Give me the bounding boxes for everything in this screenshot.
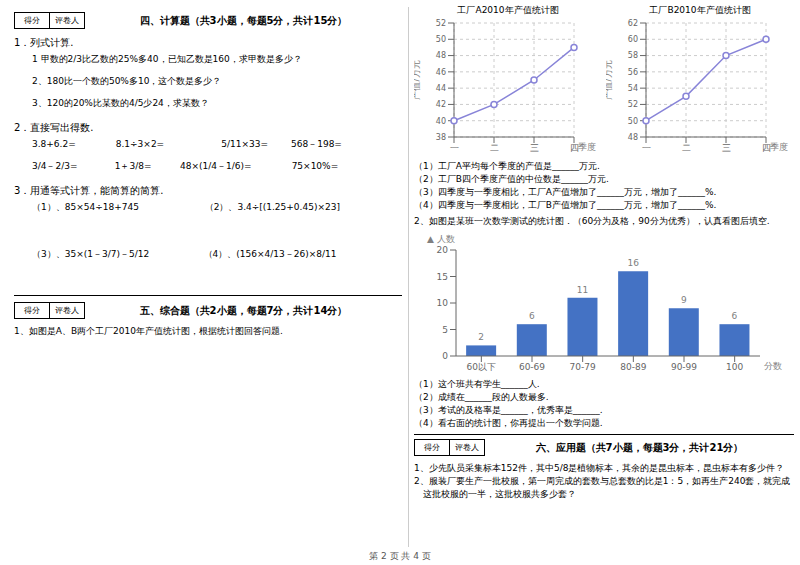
html-text:1．列式计算.: 1．列式计算. (14, 37, 74, 48)
svg-text:一: 一 (450, 143, 459, 153)
svg-text:季度: 季度 (770, 142, 788, 152)
svg-text:40: 40 (436, 117, 446, 126)
svg-text:62: 62 (628, 19, 638, 28)
svg-text:一: 一 (642, 143, 651, 153)
svg-text:50: 50 (628, 117, 638, 126)
html-text:这批校服的一半，这批校服共多少套？: 这批校服的一半，这批校服共多少套？ (414, 489, 576, 499)
html-text:（1）工厂A平均每个季度的产值是______万元.: （1）工厂A平均每个季度的产值是______万元. (414, 161, 600, 171)
svg-text:70-79: 70-79 (570, 362, 596, 372)
html-text:五、综合题（共2小题，每题7分，共计14分）: 五、综合题（共2小题，每题7分，共计14分） (139, 304, 348, 316)
svg-text:三: 三 (530, 143, 539, 153)
svg-text:52: 52 (436, 19, 446, 28)
html-text:工厂A2010年产值统计图: 工厂A2010年产值统计图 (457, 5, 559, 15)
svg-text:38: 38 (436, 133, 446, 142)
svg-text:季度: 季度 (578, 142, 596, 152)
html-text:得分: 得分 (24, 306, 40, 315)
svg-text:0: 0 (442, 351, 448, 361)
html-text:（3）考试的及格率是______，优秀率是______.: （3）考试的及格率是______，优秀率是______. (414, 405, 603, 415)
svg-text:46: 46 (436, 68, 446, 77)
svg-text:58: 58 (628, 51, 638, 60)
svg-text:48: 48 (436, 51, 446, 60)
svg-text:48: 48 (628, 133, 638, 142)
html-text:3．用通等式计算，能简算的简算.: 3．用通等式计算，能简算的简算. (14, 185, 164, 196)
html-text:（3）、35×(1－3/7)－5/12 （4）、(156×4: （3）、35×(1－3/7)－5/12 （4）、(156×4/13－26)×8/… (32, 249, 337, 259)
svg-text:10: 10 (437, 298, 449, 308)
svg-text:6: 6 (732, 311, 738, 321)
html-text:（1）、85×54÷18+745 （2）、3.4÷[(1.2: （1）、85×54÷18+745 （2）、3.4÷[(1.25+0.45)×23… (32, 202, 340, 212)
svg-text:三: 三 (722, 143, 731, 153)
svg-text:42: 42 (436, 100, 446, 109)
svg-text:60: 60 (628, 35, 638, 44)
html-text:3、120的20%比某数的4/5少24，求某数？: 3、120的20%比某数的4/5少24，求某数？ (32, 98, 209, 108)
html-text:六、应用题（共7小题，每题3分，共计21分）: 六、应用题（共7小题，每题3分，共计21分） (535, 441, 744, 453)
svg-text:11: 11 (577, 285, 588, 295)
html-text:2、服装厂要生产一批校服，第一周完成的套数与总套数的比是1：: 2、服装厂要生产一批校服，第一周完成的套数与总套数的比是1：5，如再生产240套… (414, 476, 791, 486)
svg-text:90-99: 90-99 (671, 362, 697, 372)
svg-text:分数: 分数 (764, 361, 782, 371)
svg-text:产值/万元: 产值/万元 (414, 60, 421, 99)
html-text:评卷人: 评卷人 (455, 443, 479, 452)
svg-text:60以下: 60以下 (467, 362, 496, 372)
svg-text:20: 20 (437, 245, 449, 255)
html-text:评卷人: 评卷人 (55, 16, 79, 25)
svg-text:15: 15 (437, 272, 448, 282)
html-text:2．直接写出得数.: 2．直接写出得数. (14, 122, 94, 133)
svg-text:▲ 人数: ▲ 人数 (427, 234, 455, 244)
svg-text:6: 6 (529, 311, 535, 321)
html-text:（1）这个班共有学生______人.: （1）这个班共有学生______人. (414, 379, 540, 389)
html-text:3/4－2/3= 1＋3/8= 48×(1/4－1/6)=: 3/4－2/3= 1＋3/8= 48×(1/4－1/6)= 75×10%= (32, 161, 339, 171)
html-text:2、180比一个数的50%多10，这个数是多少？: 2、180比一个数的50%多10，这个数是多少？ (32, 76, 222, 86)
html-text:得分: 得分 (24, 16, 40, 25)
svg-text:四: 四 (761, 143, 771, 154)
html-text:1 甲数的2/3比乙数的25%多40，已知乙数是160，求甲: 1 甲数的2/3比乙数的25%多40，已知乙数是160，求甲数是多少？ (32, 54, 302, 64)
svg-text:产值/万元: 产值/万元 (606, 60, 613, 99)
svg-text:100: 100 (726, 362, 743, 372)
html-text:（2）工厂B四个季度产值的中位数是______万元.: （2）工厂B四个季度产值的中位数是______万元. (414, 174, 609, 184)
svg-text:16: 16 (627, 258, 639, 268)
html-text:评卷人: 评卷人 (55, 306, 79, 315)
html-text:（4）看右面的统计图，你再提出一个数学问题.: （4）看右面的统计图，你再提出一个数学问题. (414, 418, 603, 428)
svg-text:5: 5 (442, 325, 448, 335)
svg-text:二: 二 (682, 143, 691, 153)
html-text:工厂B2010年产值统计图: 工厂B2010年产值统计图 (649, 5, 751, 15)
html-text:3.8+6.2= 8.1÷3×2= 5/11×33= 568: 3.8+6.2= 8.1÷3×2= 5/11×33= 568－198= (32, 139, 342, 149)
svg-text:50: 50 (436, 35, 446, 44)
svg-text:二: 二 (490, 143, 499, 153)
svg-text:60-69: 60-69 (519, 362, 545, 372)
svg-text:四: 四 (569, 143, 579, 154)
svg-text:44: 44 (436, 84, 446, 93)
html-text:（3）四季度与一季度相比，工厂A产值增加了______万元，: （3）四季度与一季度相比，工厂A产值增加了______万元，增加了______%… (414, 187, 717, 197)
svg-text:56: 56 (628, 68, 638, 77)
svg-text:80-89: 80-89 (620, 362, 646, 372)
svg-text:9: 9 (681, 295, 687, 305)
html-text:1、少先队员采集标本152件，其中5/8是植物标本，其余的是: 1、少先队员采集标本152件，其中5/8是植物标本，其余的是昆虫标本，昆虫标本有… (414, 463, 785, 473)
svg-text:52: 52 (628, 100, 638, 109)
html-text:得分: 得分 (424, 443, 440, 452)
svg-text:2: 2 (478, 332, 484, 342)
svg-text:54: 54 (628, 84, 638, 93)
html-text:1、如图是A、B两个工厂2010年产值统计图，根据统计图回答: 1、如图是A、B两个工厂2010年产值统计图，根据统计图回答问题. (14, 326, 283, 336)
html-text:第 2 页 共 4 页: 第 2 页 共 4 页 (369, 551, 431, 561)
html-text:（4）四季度与一季度相比，工厂B产值增加了______万元，: （4）四季度与一季度相比，工厂B产值增加了______万元，增加了______%… (414, 200, 717, 210)
html-text:四、计算题（共3小题，每题5分，共计15分）: 四、计算题（共3小题，每题5分，共计15分） (139, 14, 348, 26)
html-text:2、如图是某班一次数学测试的统计图．（60分为及格，90分为: 2、如图是某班一次数学测试的统计图．（60分为及格，90分为优秀），认真看图后填… (414, 216, 770, 226)
html-text:（2）成绩在______段的人数最多.: （2）成绩在______段的人数最多. (414, 392, 549, 402)
